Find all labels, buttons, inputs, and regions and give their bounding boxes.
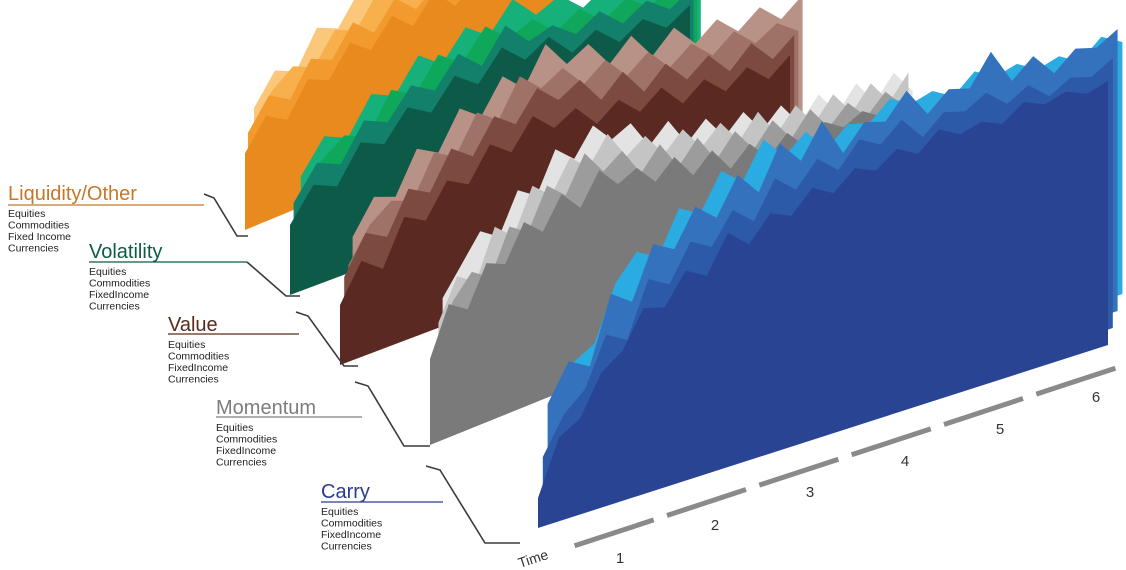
group-label-volatility: Volatility EquitiesCommoditiesFixedIncome… <box>89 241 300 313</box>
group-title: Volatility <box>89 241 162 263</box>
time-axis-segment <box>573 517 655 549</box>
group-subcategory-label: Currencies <box>89 301 140 313</box>
group-subcategory-label: Equities <box>321 506 358 518</box>
group-subcategory-label: Currencies <box>8 243 59 255</box>
time-tick-label: 3 <box>806 484 814 501</box>
group-subcategory-label: Equities <box>216 422 253 434</box>
group-title: Momentum <box>216 397 316 419</box>
time-axis-segment <box>1035 365 1117 397</box>
group-subcategory-label: Commodities <box>168 351 229 363</box>
group-subcategory-label: FixedIncome <box>168 362 228 374</box>
time-tick-label: 5 <box>996 421 1004 438</box>
group-subcategory-label: Equities <box>8 208 45 220</box>
group-subcategory-label: FixedIncome <box>89 289 149 301</box>
time-tick-label: 6 <box>1092 389 1100 406</box>
group-subcategory-label: Commodities <box>216 434 277 446</box>
group-connector-line <box>354 381 430 447</box>
ribbon-carry-equities <box>538 81 1108 528</box>
group-label-momentum: Momentum EquitiesCommoditiesFixedIncomeCu… <box>216 381 430 469</box>
group-subcategory-label: FixedIncome <box>321 529 381 541</box>
group-subcategory-label: Commodities <box>8 220 69 232</box>
group-subcategory-label: Currencies <box>168 374 219 386</box>
group-subcategory-label: FixedIncome <box>216 445 276 457</box>
group-connector-line <box>246 261 300 297</box>
ribbon-group-carry <box>538 29 1123 528</box>
group-subcategory-label: Fixed Income <box>8 231 71 243</box>
group-subcategory-label: Commodities <box>89 278 150 290</box>
group-title: Liquidity/Other <box>8 183 137 205</box>
group-connector-line <box>295 311 358 367</box>
group-label-liquidity-other: Liquidity/Other EquitiesCommoditiesFixed … <box>8 183 248 255</box>
time-tick-label: 1 <box>616 550 624 567</box>
time-tick-label: 4 <box>901 453 909 470</box>
time-tick-label: 2 <box>711 517 719 534</box>
group-subcategory-label: Currencies <box>216 457 267 469</box>
ribbon-layer <box>245 0 1123 528</box>
group-label-value: Value EquitiesCommoditiesFixedIncomeCurre… <box>168 311 358 386</box>
time-axis-segment <box>943 396 1024 427</box>
group-label-layer: CarryEquitiesCommoditiesFixedIncomeCurre… <box>8 183 520 553</box>
group-label-carry: Carry EquitiesCommoditiesFixedIncomeCurre… <box>321 465 520 553</box>
group-title: Value <box>168 314 218 336</box>
group-connector-line <box>425 465 520 544</box>
group-subcategory-label: Equities <box>168 339 205 351</box>
group-connector-line <box>203 193 248 237</box>
time-axis-label: Time <box>516 546 550 570</box>
time-axis-segment <box>850 426 932 458</box>
group-subcategory-label: Currencies <box>321 541 372 553</box>
time-axis: 1 2 3 4 5 6 Time <box>516 365 1117 570</box>
time-axis-segment <box>666 487 747 518</box>
group-subcategory-label: Commodities <box>321 518 382 530</box>
time-axis-segment <box>758 456 840 488</box>
group-title: Carry <box>321 481 370 503</box>
group-subcategory-label: Equities <box>89 266 126 278</box>
